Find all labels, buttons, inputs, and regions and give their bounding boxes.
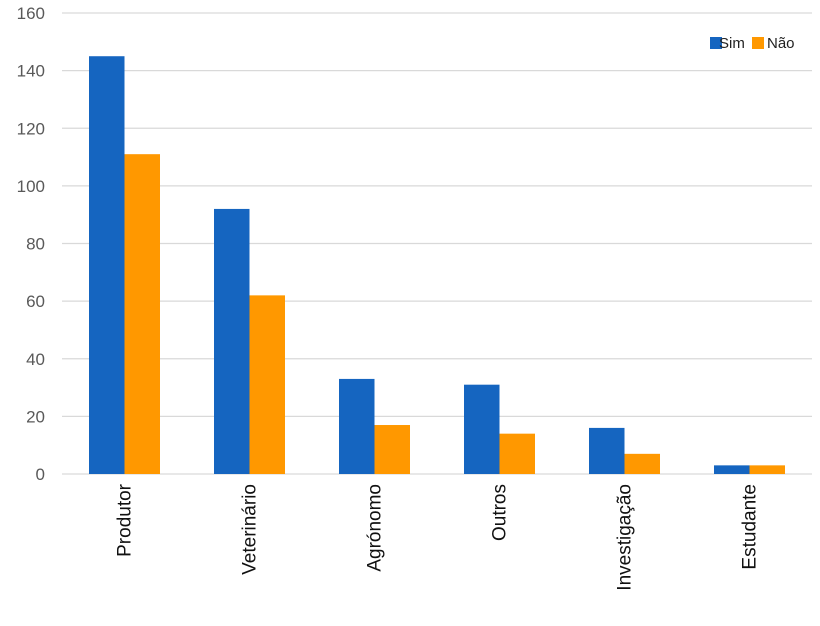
- bar-não-1: [249, 295, 285, 474]
- y-tick-label: 80: [26, 235, 45, 254]
- y-tick-label: 120: [17, 119, 45, 138]
- y-tick-label: 160: [17, 4, 45, 23]
- bar-sim-0: [89, 56, 125, 474]
- x-tick-label: Agrónomo: [365, 484, 386, 572]
- bars: [89, 56, 785, 475]
- bar-sim-4: [589, 427, 625, 474]
- bar-não-4: [624, 453, 660, 474]
- x-tick-label: Produtor: [115, 483, 136, 557]
- bar-sim-1: [214, 208, 250, 475]
- x-tick-label: Investigação: [615, 484, 636, 591]
- bar-não-5: [749, 465, 785, 474]
- legend: Sim Não: [710, 35, 795, 52]
- y-tick-label: 0: [36, 465, 45, 484]
- bar-sim-3: [464, 384, 500, 474]
- legend-swatch-1: [752, 37, 764, 49]
- y-tick-label: 20: [26, 407, 45, 426]
- bar-sim-5: [714, 465, 750, 474]
- y-tick-label: 60: [26, 292, 45, 311]
- legend-label-0: Sim: [719, 35, 745, 52]
- legend-swatch-0: [710, 37, 722, 49]
- x-tick-label: Estudante: [740, 484, 761, 570]
- x-tick-label: Outros: [490, 484, 511, 541]
- gridlines: [62, 12, 812, 475]
- x-tick-label: Veterinário: [240, 484, 261, 575]
- y-tick-label: 140: [17, 62, 45, 81]
- bar-não-3: [499, 433, 535, 474]
- x-axis-labels: Produtor Veterinário Agrónomo Outros Investi…: [115, 483, 761, 590]
- legend-label-1: Não: [767, 35, 795, 52]
- bar-sim-2: [339, 378, 375, 474]
- y-tick-label: 40: [26, 350, 45, 369]
- bar-não-2: [374, 425, 410, 474]
- bar-não-0: [124, 154, 160, 474]
- y-axis-ticks: 0 20 40 60 80 100 120 140 160: [17, 4, 45, 484]
- y-tick-label: 100: [17, 177, 45, 196]
